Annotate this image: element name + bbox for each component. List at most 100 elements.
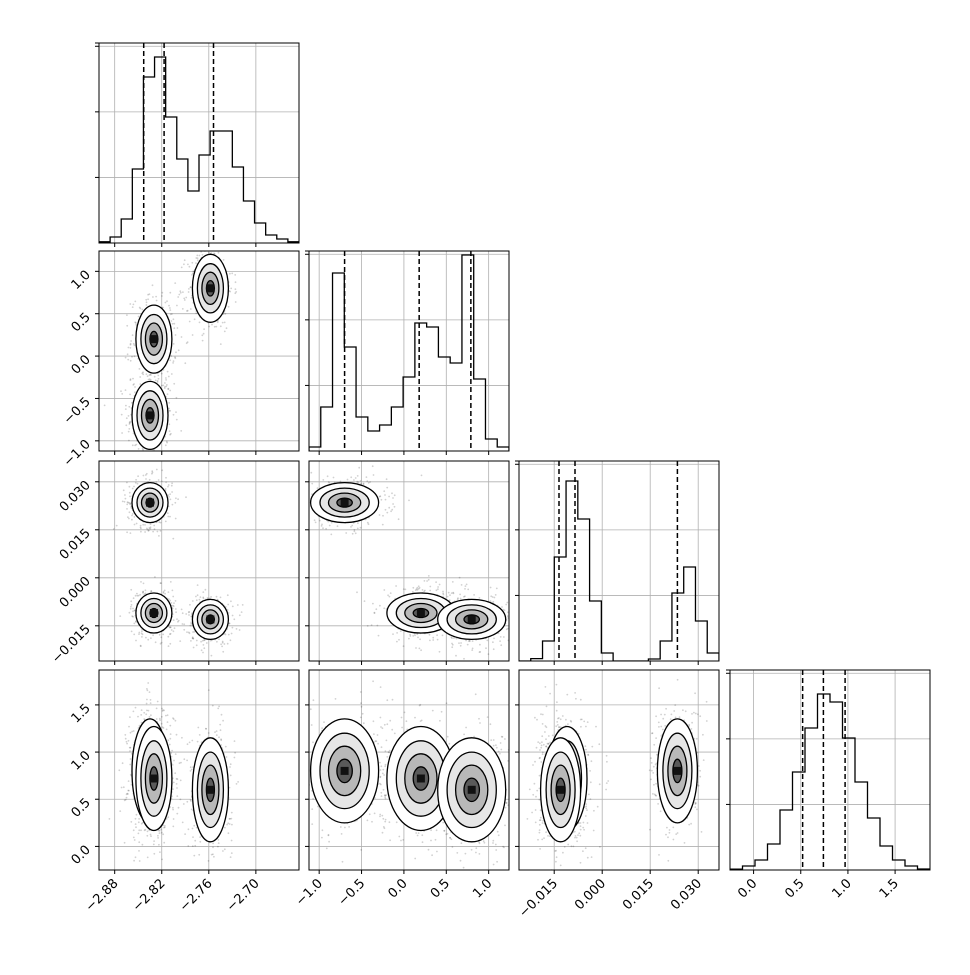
sample-point xyxy=(196,243,198,245)
sample-point xyxy=(218,842,220,844)
sample-point xyxy=(232,606,234,608)
sample-point xyxy=(129,750,131,752)
sample-point xyxy=(183,758,185,760)
sample-point xyxy=(177,498,179,500)
sample-point xyxy=(153,525,155,527)
sample-point xyxy=(314,519,316,521)
density-peak xyxy=(206,786,214,794)
sample-point xyxy=(311,483,313,485)
sample-point xyxy=(163,842,165,844)
sample-point xyxy=(220,739,222,741)
sample-point xyxy=(125,498,127,500)
sample-point xyxy=(173,323,175,325)
sample-point xyxy=(159,718,161,720)
sample-point xyxy=(155,296,157,298)
density-peak xyxy=(150,335,158,343)
sample-point xyxy=(177,327,179,329)
sample-point xyxy=(132,488,134,490)
sample-point xyxy=(418,585,420,587)
sample-point xyxy=(458,642,460,644)
sample-point xyxy=(405,589,407,591)
sample-point xyxy=(129,496,131,498)
sample-point xyxy=(172,788,174,790)
sample-point xyxy=(190,640,192,642)
sample-point xyxy=(362,713,364,715)
sample-point xyxy=(174,357,176,359)
sample-point xyxy=(126,508,128,510)
sample-point xyxy=(165,444,167,446)
sample-point xyxy=(326,848,328,850)
sample-point xyxy=(437,586,439,588)
sample-point xyxy=(234,740,236,742)
sample-point xyxy=(126,741,128,743)
sample-point xyxy=(228,832,230,834)
sample-point xyxy=(189,604,191,606)
sample-point xyxy=(379,514,381,516)
sample-point xyxy=(452,581,454,583)
sample-point xyxy=(230,600,232,602)
sample-point xyxy=(381,746,383,748)
sample-point xyxy=(375,608,377,610)
sample-point xyxy=(197,741,199,743)
sample-point xyxy=(169,626,171,628)
sample-point xyxy=(231,633,233,635)
sample-point xyxy=(122,762,124,764)
sample-point xyxy=(130,344,132,346)
sample-point xyxy=(208,860,210,862)
sample-point xyxy=(131,604,133,606)
density-peak xyxy=(468,615,476,623)
sample-point xyxy=(146,301,148,303)
sample-point xyxy=(175,411,177,413)
sample-point xyxy=(182,623,184,625)
sample-point xyxy=(134,445,136,447)
sample-point xyxy=(231,824,233,826)
sample-point xyxy=(159,832,161,834)
sample-point xyxy=(131,356,133,358)
sample-point xyxy=(465,640,467,642)
sample-point xyxy=(319,520,321,522)
sample-point xyxy=(344,827,346,829)
sample-point xyxy=(137,452,139,454)
sample-point xyxy=(135,707,137,709)
sample-point xyxy=(156,718,158,720)
sample-point xyxy=(389,750,391,752)
sample-point xyxy=(147,682,149,684)
sample-point xyxy=(192,334,194,336)
sample-point xyxy=(198,236,200,238)
sample-point xyxy=(145,299,147,301)
sample-point xyxy=(152,531,154,533)
sample-point xyxy=(143,475,145,477)
sample-point xyxy=(189,321,191,323)
sample-point xyxy=(160,530,162,532)
sample-point xyxy=(130,600,132,602)
sample-point xyxy=(203,647,205,649)
sample-point xyxy=(129,486,131,488)
sample-point xyxy=(211,324,213,326)
sample-point xyxy=(285,492,287,494)
panel-2-2 xyxy=(515,461,719,665)
sample-point xyxy=(145,589,147,591)
sample-point xyxy=(391,492,393,494)
histogram-step xyxy=(519,481,719,661)
sample-point xyxy=(130,532,132,534)
sample-point xyxy=(134,355,136,357)
sample-point xyxy=(125,738,127,740)
sample-point xyxy=(163,592,165,594)
sample-point xyxy=(180,762,182,764)
sample-point xyxy=(146,373,148,375)
sample-point xyxy=(165,377,167,379)
sample-point xyxy=(219,249,221,251)
sample-point xyxy=(386,512,388,514)
sample-point xyxy=(222,850,224,852)
sample-point xyxy=(130,608,132,610)
sample-point xyxy=(123,489,125,491)
sample-point xyxy=(158,378,160,380)
sample-point xyxy=(127,353,129,355)
sample-point xyxy=(226,756,228,758)
sample-point xyxy=(130,747,132,749)
panel-frame xyxy=(99,43,299,243)
sample-point xyxy=(317,487,319,489)
sample-point xyxy=(132,334,134,336)
sample-point xyxy=(133,486,135,488)
sample-point xyxy=(193,855,195,857)
